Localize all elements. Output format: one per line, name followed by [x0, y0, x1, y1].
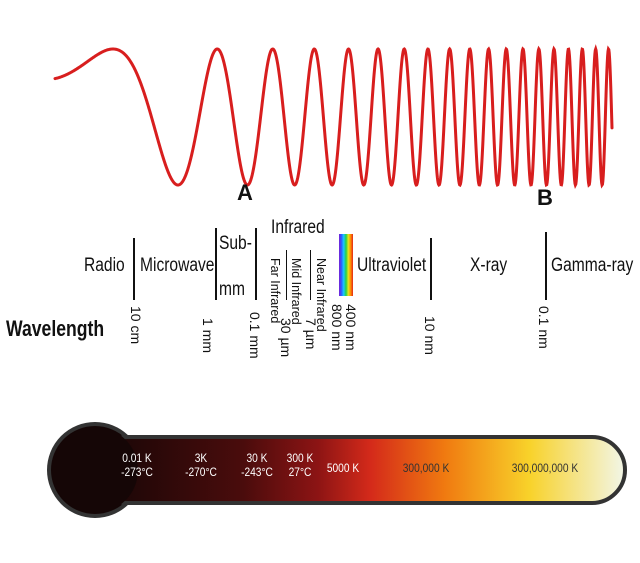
band-microwave: Microwave: [140, 255, 215, 276]
temp-3k: 3K -270°C: [180, 451, 223, 480]
wavelength-label: Wavelength: [6, 316, 105, 341]
temp-kelvin: 300,000,000 K: [511, 461, 579, 475]
band-mid-infrared: Mid Infrared: [289, 258, 303, 325]
temp-kelvin: 300 K: [286, 451, 314, 465]
divider-microwave-submm: [215, 228, 217, 300]
temp-celsius: 27°C: [288, 464, 312, 479]
band-gamma: Gamma-ray: [551, 255, 634, 276]
temp-celsius: -243°C: [241, 464, 273, 479]
wave-curve: [53, 44, 614, 189]
temp-celsius: -270°C: [185, 464, 217, 479]
divider-xray-gamma: [545, 232, 547, 300]
band-radio: Radio: [84, 255, 125, 276]
divider-radio-microwave: [133, 238, 135, 300]
band-ultraviolet: Ultraviolet: [357, 255, 427, 276]
divider-uv-xray: [430, 238, 432, 300]
wavelength-30um: 30 µm: [278, 318, 294, 358]
temp-5000k: 5000 K: [322, 461, 365, 476]
divider-far-mid: [286, 250, 287, 300]
temp-kelvin: 30 K: [246, 451, 268, 465]
wavelength-7um: 7 µm: [303, 318, 319, 350]
temp-kelvin: 3K: [194, 451, 208, 465]
temp-0-01k: 0.01 K -273°C: [116, 451, 159, 480]
wavelength-0-1mm: 0.1 mm: [247, 312, 263, 359]
thermometer-bulb-fill: [52, 427, 138, 513]
band-xray: X-ray: [470, 255, 508, 276]
temp-kelvin: 300,000 K: [402, 461, 450, 475]
wavelength-800nm: 800 nm: [329, 304, 345, 351]
band-infrared: Infrared: [271, 217, 325, 238]
marker-a: A: [237, 180, 253, 205]
visible-spectrum-bar: [339, 234, 353, 296]
temp-300k: 300 K 27°C: [279, 451, 322, 480]
wavelength-10nm: 10 nm: [422, 316, 438, 355]
marker-b: B: [537, 185, 553, 210]
temp-300000k: 300,000 K: [392, 461, 460, 476]
temp-kelvin: 5000 K: [326, 461, 360, 475]
band-submm-line2: mm: [219, 279, 245, 300]
band-submm-line1: Sub-: [219, 233, 252, 254]
band-far-infrared: Far Infrared: [268, 258, 282, 324]
temp-300000000k: 300,000,000 K: [503, 461, 588, 476]
temp-kelvin: 0.01 K: [122, 451, 152, 465]
wavelength-1mm: 1 mm: [200, 318, 216, 353]
divider-mid-near: [310, 250, 311, 300]
wavelength-400nm: 400 nm: [343, 304, 359, 351]
temp-celsius: -273°C: [121, 464, 153, 479]
temp-30k: 30 K -243°C: [236, 451, 279, 480]
divider-submm-infrared: [255, 228, 257, 300]
wavelength-10cm: 10 cm: [128, 306, 144, 345]
wavelength-0-1nm: 0.1 nm: [536, 306, 552, 349]
